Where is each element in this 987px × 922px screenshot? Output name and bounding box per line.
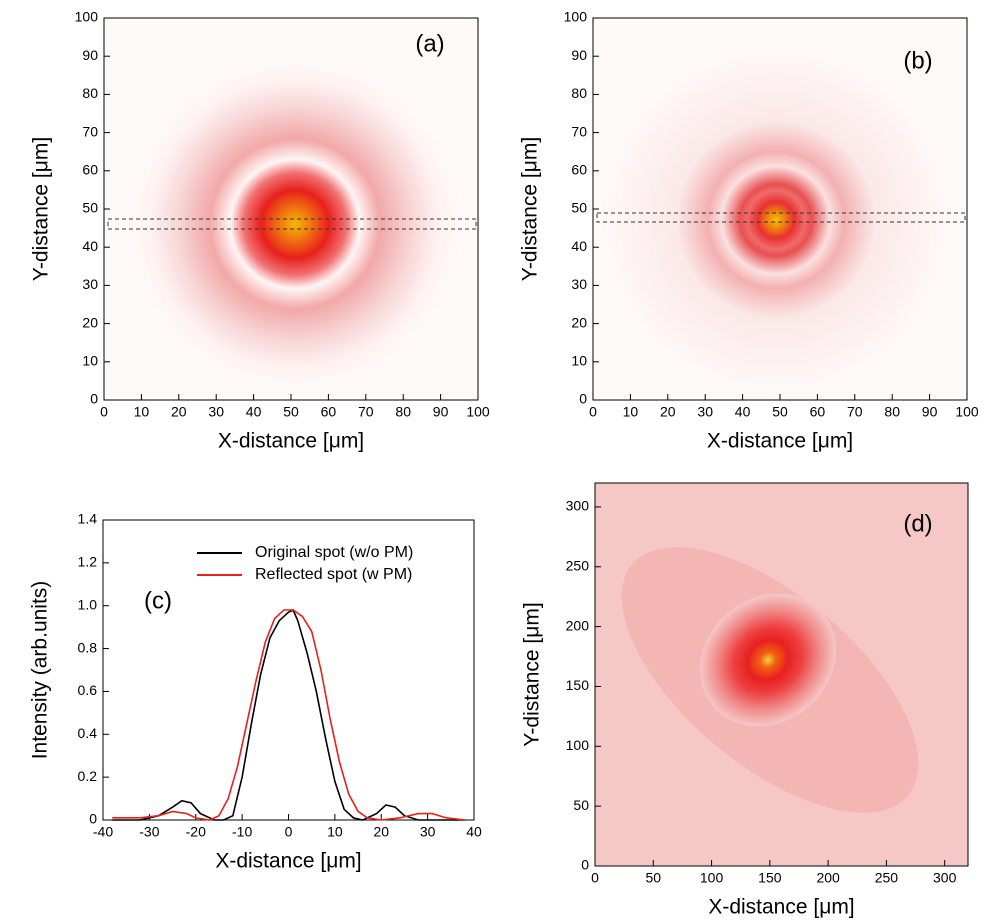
x-tick-label: 80: [395, 404, 411, 420]
x-tick-label: 10: [327, 824, 343, 840]
x-tick-label: 20: [373, 824, 389, 840]
x-tick-label: 70: [847, 404, 863, 420]
y-tick-label: 60: [82, 162, 98, 178]
y-tick-label: 10: [571, 353, 587, 369]
y-axis-label: Intensity (arb.units): [29, 581, 52, 760]
image-a: [104, 18, 478, 400]
x-tick-label: 100: [955, 404, 979, 420]
x-tick-label: 90: [433, 404, 449, 420]
x-tick-label: 100: [700, 870, 724, 886]
y-tick-label: 0.6: [78, 682, 98, 698]
x-axis-label: X-distance [μm]: [215, 850, 361, 873]
y-tick-label: 1.0: [78, 596, 98, 612]
x-tick-label: 30: [208, 404, 224, 420]
y-tick-label: 10: [82, 353, 98, 369]
x-tick-label: 30: [697, 404, 713, 420]
y-tick-label: 0: [581, 857, 589, 873]
x-tick-label: -40: [93, 824, 113, 840]
y-tick-label: 100: [566, 737, 590, 753]
y-tick-label: 0: [579, 391, 587, 407]
x-tick-label: 10: [623, 404, 639, 420]
y-tick-label: 100: [75, 9, 99, 25]
y-tick-label: 150: [566, 677, 590, 693]
y-tick-label: 0: [89, 811, 97, 827]
x-tick-label: -20: [186, 824, 206, 840]
plot-frame: [103, 17, 479, 401]
line: [112, 609, 465, 821]
x-tick-label: 70: [358, 404, 374, 420]
y-tick-label: 30: [82, 276, 98, 292]
x-tick-label: -10: [232, 824, 252, 840]
x-tick-label: 20: [171, 404, 187, 420]
image-d: [595, 483, 968, 866]
x-tick-label: 90: [922, 404, 938, 420]
x-tick-label: 60: [321, 404, 337, 420]
y-tick-label: 200: [566, 617, 590, 633]
legend-label: Original spot (w/o PM): [255, 544, 413, 561]
x-tick-label: 50: [772, 404, 788, 420]
y-tick-label: 20: [571, 314, 587, 330]
x-tick-label: 150: [758, 870, 782, 886]
y-tick-label: 60: [571, 162, 587, 178]
plot-frame: [594, 482, 969, 867]
panel-label: (c): [144, 587, 172, 614]
y-tick-label: 50: [571, 200, 587, 216]
x-tick-label: 250: [875, 870, 899, 886]
y-tick-label: 80: [82, 85, 98, 101]
x-axis-label: X-distance [μm]: [707, 430, 853, 453]
x-tick-label: 300: [933, 870, 957, 886]
y-tick-label: 70: [571, 123, 587, 139]
x-tick-label: 0: [100, 404, 108, 420]
y-tick-label: 70: [82, 123, 98, 139]
x-tick-label: 40: [735, 404, 751, 420]
x-tick-label: 50: [645, 870, 661, 886]
x-tick-label: 60: [810, 404, 826, 420]
plot-frame: [102, 519, 475, 821]
x-tick-label: 10: [134, 404, 150, 420]
y-axis-label: Y-distance [μm]: [30, 137, 53, 281]
y-tick-label: 0: [90, 391, 98, 407]
legend-label: Reflected spot (w PM): [255, 566, 412, 583]
x-tick-label: 30: [420, 824, 436, 840]
y-tick-label: 90: [82, 47, 98, 63]
y-tick-label: 20: [82, 314, 98, 330]
x-tick-label: 0: [285, 824, 293, 840]
x-axis-label: X-distance [μm]: [708, 896, 854, 919]
x-tick-label: 0: [589, 404, 597, 420]
panel-label: (b): [903, 47, 932, 74]
y-tick-label: 30: [571, 276, 587, 292]
x-tick-label: 200: [816, 870, 840, 886]
y-tick-label: 80: [571, 85, 587, 101]
line: [112, 608, 465, 821]
panel-label: (d): [903, 510, 932, 537]
x-tick-label: 100: [466, 404, 490, 420]
plot-frame: [592, 17, 968, 401]
y-tick-label: 1.2: [78, 554, 98, 570]
x-tick-label: 40: [466, 824, 482, 840]
y-axis-label: Y-distance [μm]: [521, 602, 544, 746]
x-axis-label: X-distance [μm]: [218, 430, 364, 453]
y-axis-label: Y-distance [μm]: [519, 137, 542, 281]
y-tick-label: 50: [82, 200, 98, 216]
y-tick-label: 40: [571, 238, 587, 254]
y-tick-label: 300: [566, 498, 590, 514]
y-tick-label: 90: [571, 47, 587, 63]
x-tick-label: -30: [139, 824, 159, 840]
x-tick-label: 40: [246, 404, 262, 420]
x-tick-label: 50: [283, 404, 299, 420]
y-tick-label: 0.8: [78, 639, 98, 655]
x-tick-label: 0: [591, 870, 599, 886]
y-tick-label: 0.2: [78, 768, 98, 784]
panel-label: (a): [415, 30, 444, 57]
y-tick-label: 100: [564, 9, 588, 25]
image-b: [593, 18, 967, 400]
y-tick-label: 50: [573, 797, 589, 813]
y-tick-label: 250: [566, 557, 590, 573]
x-tick-label: 20: [660, 404, 676, 420]
y-tick-label: 40: [82, 238, 98, 254]
y-tick-label: 0.4: [78, 725, 98, 741]
y-tick-label: 1.4: [78, 511, 98, 527]
x-tick-label: 80: [884, 404, 900, 420]
